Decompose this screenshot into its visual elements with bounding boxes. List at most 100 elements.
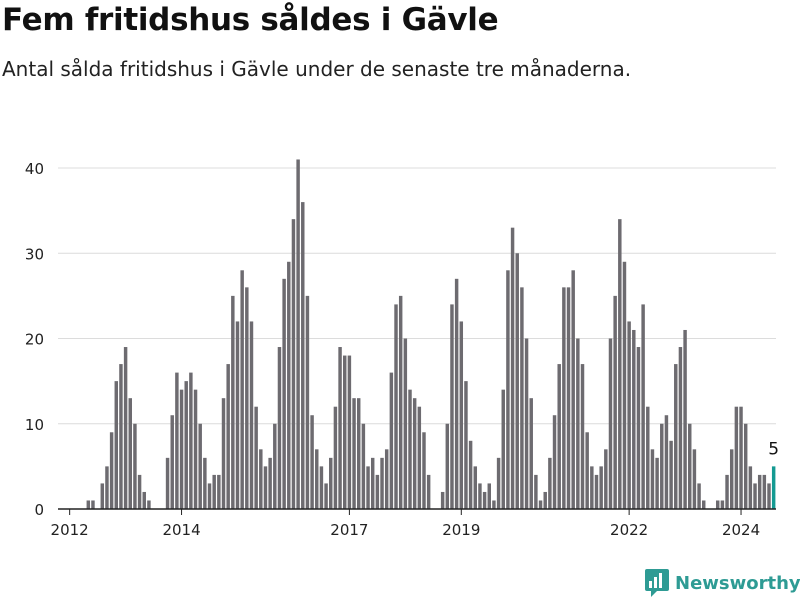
bar — [487, 483, 491, 509]
bar — [753, 483, 757, 509]
bar — [100, 483, 105, 509]
bar — [109, 432, 114, 509]
chart-title: Fem fritidshus såldes i Gävle — [2, 2, 499, 38]
bar — [338, 347, 342, 509]
bar — [580, 364, 585, 509]
bar — [221, 398, 226, 509]
bar — [478, 483, 482, 509]
bar — [268, 457, 272, 509]
bar — [459, 321, 464, 509]
x-tick-label: 2012 — [51, 521, 89, 539]
bar — [375, 474, 380, 509]
bar — [273, 423, 277, 509]
bar — [543, 491, 547, 509]
bar — [566, 287, 571, 509]
bar — [576, 338, 580, 509]
bar — [743, 423, 748, 509]
bar — [119, 364, 123, 509]
bar — [636, 347, 641, 509]
bar — [296, 159, 300, 509]
bar — [105, 466, 109, 509]
bar — [482, 491, 487, 509]
bar — [585, 432, 589, 509]
bar — [352, 398, 356, 509]
bar — [501, 389, 505, 509]
highlight-value-label: 5 — [768, 439, 779, 459]
bar — [193, 389, 198, 509]
bar — [678, 347, 683, 509]
highlighted-bar — [771, 466, 776, 509]
bar — [189, 372, 193, 509]
bar — [608, 338, 613, 509]
bar — [557, 364, 561, 509]
bar — [370, 457, 375, 509]
bar — [333, 406, 338, 509]
bar — [217, 474, 221, 509]
bar — [329, 457, 333, 509]
bar — [235, 321, 240, 509]
bar — [282, 278, 286, 509]
bar — [454, 278, 459, 509]
y-tick-label: 0 — [34, 501, 44, 519]
bar — [664, 415, 669, 509]
y-tick-label: 40 — [25, 160, 44, 178]
bar — [538, 500, 543, 509]
bar — [669, 440, 673, 509]
bar — [366, 466, 370, 509]
x-tick-label: 2017 — [330, 521, 368, 539]
bar — [715, 500, 720, 509]
bar — [562, 287, 566, 509]
bar — [720, 500, 725, 509]
bar — [674, 364, 678, 509]
y-tick-label: 10 — [25, 416, 44, 434]
bar — [361, 423, 366, 509]
bar — [114, 381, 119, 509]
bar — [394, 304, 398, 509]
bar — [226, 364, 230, 509]
bar — [315, 449, 319, 509]
bar — [343, 355, 347, 509]
bar — [515, 253, 519, 509]
bar — [198, 423, 202, 509]
bar — [445, 423, 450, 509]
newsworthy-logo-icon — [645, 569, 669, 597]
bar — [287, 261, 291, 509]
bar — [646, 406, 650, 509]
bar — [440, 491, 445, 509]
bar — [142, 491, 146, 509]
bar — [175, 372, 179, 509]
bar — [748, 466, 753, 509]
bar — [725, 474, 729, 509]
bar — [231, 295, 235, 509]
bar — [757, 474, 762, 509]
bar — [520, 287, 524, 509]
bar — [179, 389, 184, 509]
bar — [683, 329, 687, 509]
bar — [697, 483, 701, 509]
bar — [468, 440, 473, 509]
bar — [548, 457, 552, 509]
bar — [403, 338, 408, 509]
bar — [259, 449, 263, 509]
bar — [310, 415, 314, 509]
bar — [291, 219, 296, 509]
bar — [422, 432, 426, 509]
bar — [692, 449, 697, 509]
bar — [170, 415, 174, 509]
bar — [650, 449, 655, 509]
bar — [123, 347, 128, 509]
bar — [660, 423, 664, 509]
bar — [398, 295, 403, 509]
bar — [632, 329, 636, 509]
bar — [734, 406, 739, 509]
bar — [128, 398, 132, 509]
bar — [524, 338, 529, 509]
x-tick-label: 2019 — [442, 521, 480, 539]
bar — [254, 406, 258, 509]
bar — [240, 270, 244, 509]
bar — [207, 483, 212, 509]
bar — [347, 355, 352, 509]
bar — [767, 483, 771, 509]
bar — [655, 457, 659, 509]
bar — [464, 381, 468, 509]
